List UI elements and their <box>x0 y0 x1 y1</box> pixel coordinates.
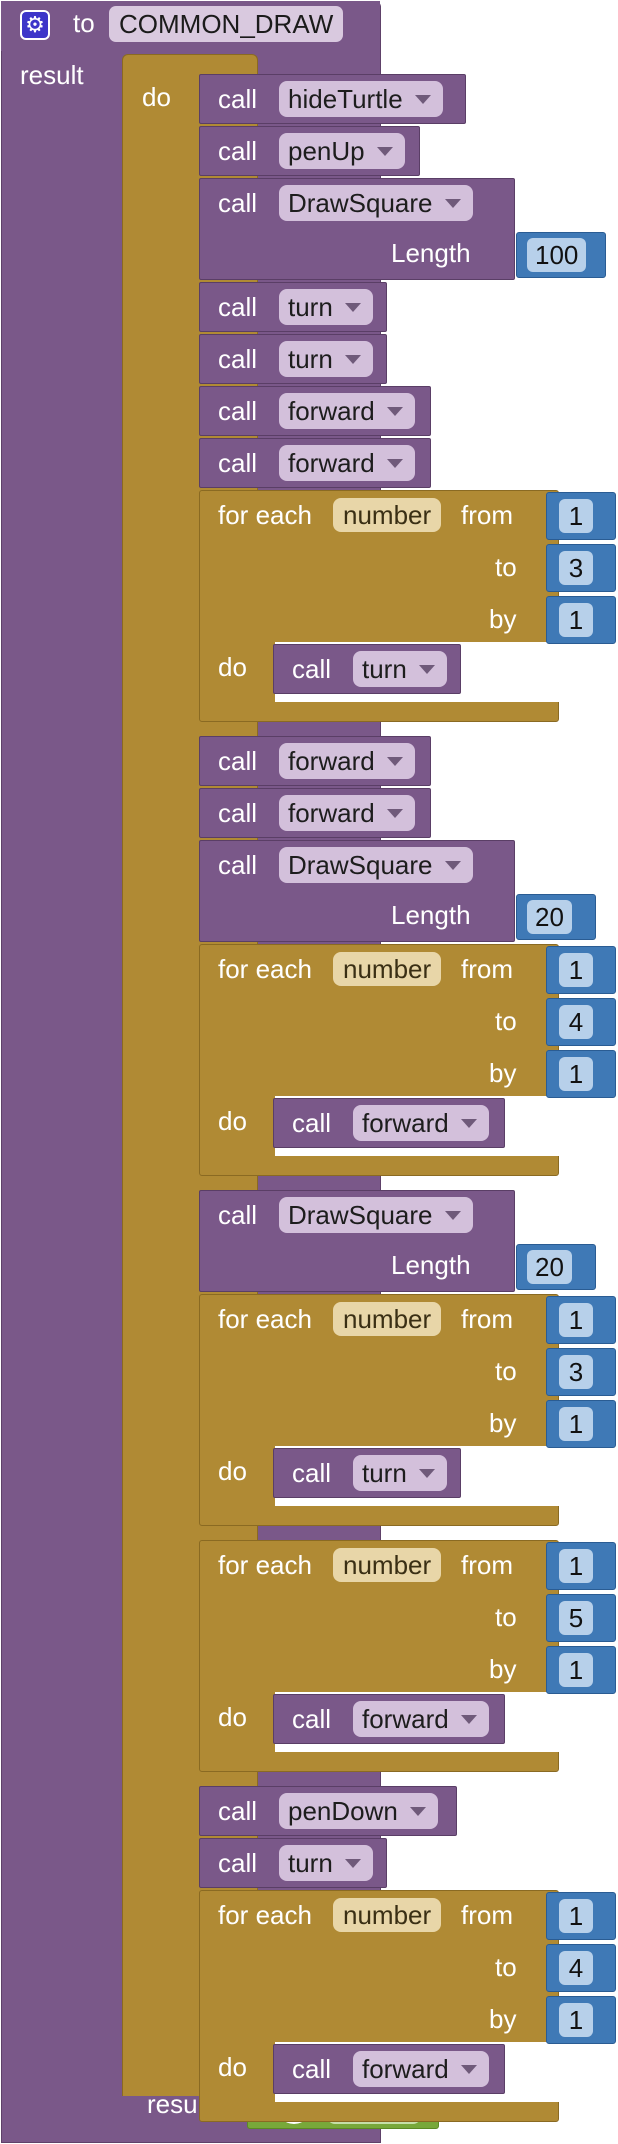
procedure-dropdown[interactable]: DrawSquare <box>279 185 473 221</box>
procedure-dropdown[interactable]: forward <box>279 445 415 481</box>
procedure-dropdown[interactable]: turn <box>353 1455 447 1491</box>
number-value[interactable]: 1 <box>559 1407 593 1441</box>
call-label: call <box>218 798 258 828</box>
call-label: call <box>218 136 258 166</box>
call-label: call <box>218 448 258 478</box>
loop-variable[interactable]: number <box>333 498 442 532</box>
do-label: do <box>142 82 171 112</box>
number-value[interactable]: 1 <box>559 953 593 987</box>
loop-variable[interactable]: number <box>333 1548 442 1582</box>
number-value[interactable]: 1 <box>559 1899 593 1933</box>
call-label: call <box>218 1796 258 1826</box>
number-value[interactable]: 20 <box>527 900 572 934</box>
from-label: from <box>461 954 513 984</box>
number-value[interactable]: 3 <box>559 1355 593 1389</box>
loop-do-label: do <box>218 1106 247 1136</box>
length-label: Length <box>391 1250 471 1280</box>
for-each-label: for each <box>218 954 312 984</box>
for-each-label: for each <box>218 1304 312 1334</box>
from-label: from <box>461 1550 513 1580</box>
number-value[interactable]: 1 <box>559 1653 593 1687</box>
procedure-dropdown[interactable]: hideTurtle <box>279 81 443 117</box>
loop-do-label: do <box>218 652 247 682</box>
call-label: call <box>218 850 258 880</box>
procedure-dropdown[interactable]: DrawSquare <box>279 847 473 883</box>
call-label: call <box>292 654 332 684</box>
number-value[interactable]: 100 <box>527 238 587 272</box>
by-label: by <box>489 2004 517 2034</box>
by-label: by <box>489 1654 517 1684</box>
call-label: call <box>218 1200 258 1230</box>
for-each-label: for each <box>218 500 312 530</box>
procedure-dropdown[interactable]: forward <box>353 1701 489 1737</box>
number-value[interactable]: 20 <box>527 1250 572 1284</box>
procedure-dropdown[interactable]: forward <box>279 795 415 831</box>
to-label: to <box>495 1006 517 1036</box>
number-value[interactable]: 1 <box>559 2003 593 2037</box>
call-label: call <box>218 292 258 322</box>
call-label: call <box>292 1108 332 1138</box>
call-label: call <box>218 84 258 114</box>
call-label: call <box>218 188 258 218</box>
by-label: by <box>489 1058 517 1088</box>
for-each-label: for each <box>218 1900 312 1930</box>
procedure-dropdown[interactable]: DrawSquare <box>279 1197 473 1233</box>
loop-variable[interactable]: number <box>333 952 442 986</box>
loop-do-label: do <box>218 1702 247 1732</box>
procedure-dropdown[interactable]: forward <box>353 2051 489 2087</box>
to-label: to <box>495 1356 517 1386</box>
procedure-result-label: result <box>20 60 84 90</box>
loop-variable[interactable]: number <box>333 1302 442 1336</box>
call-label: call <box>218 1848 258 1878</box>
loop-do-label: do <box>218 2052 247 2082</box>
length-label: Length <box>391 238 471 268</box>
number-value[interactable]: 5 <box>559 1601 593 1635</box>
call-label: call <box>292 2054 332 2084</box>
procedure-dropdown[interactable]: forward <box>279 393 415 429</box>
loop-variable[interactable]: number <box>333 1898 442 1932</box>
procedure-dropdown[interactable]: turn <box>279 289 373 325</box>
gear-icon[interactable]: ⚙ <box>20 10 50 40</box>
from-label: from <box>461 1900 513 1930</box>
call-label: call <box>218 746 258 776</box>
call-label: call <box>218 396 258 426</box>
procedure-dropdown[interactable]: turn <box>279 341 373 377</box>
to-label: to <box>495 552 517 582</box>
procedure-dropdown[interactable]: forward <box>279 743 415 779</box>
by-label: by <box>489 604 517 634</box>
procedure-dropdown[interactable]: turn <box>353 651 447 687</box>
from-label: from <box>461 1304 513 1334</box>
number-value[interactable]: 1 <box>559 1057 593 1091</box>
from-label: from <box>461 500 513 530</box>
number-value[interactable]: 1 <box>559 603 593 637</box>
number-value[interactable]: 1 <box>559 499 593 533</box>
procedure-dropdown[interactable]: penDown <box>279 1793 438 1829</box>
for-each-label: for each <box>218 1550 312 1580</box>
number-value[interactable]: 4 <box>559 1005 593 1039</box>
procedure-dropdown[interactable]: forward <box>353 1105 489 1141</box>
procedure-keyword: to <box>73 8 95 38</box>
call-label: call <box>292 1458 332 1488</box>
number-value[interactable]: 3 <box>559 551 593 585</box>
to-label: to <box>495 1602 517 1632</box>
number-value[interactable]: 1 <box>559 1549 593 1583</box>
number-value[interactable]: 1 <box>559 1303 593 1337</box>
loop-do-label: do <box>218 1456 247 1486</box>
procedure-name-field[interactable]: COMMON_DRAW <box>109 6 344 42</box>
by-label: by <box>489 1408 517 1438</box>
procedure-dropdown[interactable]: penUp <box>279 133 405 169</box>
to-label: to <box>495 1952 517 1982</box>
gear-glyph: ⚙ <box>25 12 45 37</box>
length-label: Length <box>391 900 471 930</box>
procedure-dropdown[interactable]: turn <box>279 1845 373 1881</box>
number-value[interactable]: 4 <box>559 1951 593 1985</box>
call-label: call <box>292 1704 332 1734</box>
call-label: call <box>218 344 258 374</box>
